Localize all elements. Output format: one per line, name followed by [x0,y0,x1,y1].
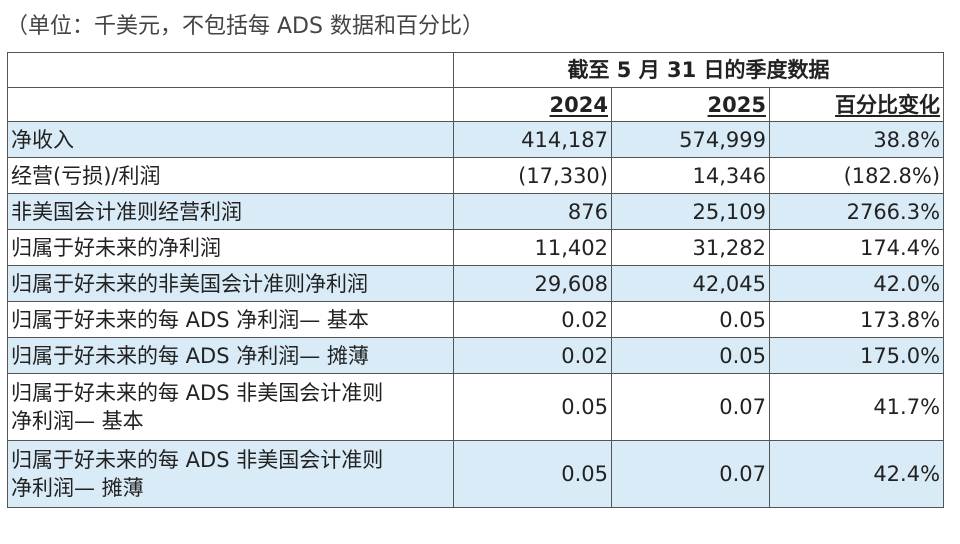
value-2024: 29,608 [453,265,612,302]
header-empty-cell [7,52,454,88]
header-row-years: 2024 2025 百分比变化 [7,87,945,122]
value-change: 41.7% [768,373,945,441]
financial-table: 截至 5 月 31 日的季度数据 2024 2025 百分比变化 净收入 414… [7,52,945,508]
value-change: 174.4% [768,229,945,266]
value-change: (182.8%) [768,157,945,194]
value-2025: 574,999 [611,121,770,158]
value-2024: 11,402 [453,229,612,266]
row-label-line2: 净利润— 摊薄 [11,476,144,500]
period-header: 截至 5 月 31 日的季度数据 [452,52,945,88]
table-row: 归属于好未来的净利润 11,402 31,282 174.4% [7,229,945,266]
value-2025: 0.07 [611,440,770,508]
row-label: 归属于好未来的非美国会计准则净利润 [7,265,454,302]
row-label: 归属于好未来的每 ADS 净利润— 基本 [7,301,454,338]
table-row: 归属于好未来的非美国会计准则净利润 29,608 42,045 42.0% [7,265,945,302]
row-label: 归属于好未来的每 ADS 非美国会计准则 净利润— 基本 [7,373,454,441]
header-row-period: 截至 5 月 31 日的季度数据 [7,52,945,88]
value-2025: 0.05 [611,337,770,374]
row-label: 净收入 [7,121,454,158]
value-change: 173.8% [768,301,945,338]
value-change: 175.0% [768,337,945,374]
value-2024: (17,330) [453,157,612,194]
value-2024: 0.02 [453,337,612,374]
year-2024-header: 2024 [453,87,612,122]
value-change: 38.8% [768,121,945,158]
change-header: 百分比变化 [768,87,945,122]
value-2024: 414,187 [453,121,612,158]
row-label-line1: 归属于好未来的每 ADS 非美国会计准则 [11,381,384,405]
year-2025-header: 2025 [611,87,770,122]
table-row: 净收入 414,187 574,999 38.8% [7,121,945,158]
unit-note: （单位：千美元，不包括每 ADS 数据和百分比） [6,14,484,39]
header-empty-cell [7,87,454,122]
row-label: 归属于好未来的每 ADS 净利润— 摊薄 [7,337,454,374]
value-2025: 25,109 [611,193,770,230]
value-2025: 0.07 [611,373,770,441]
row-label-line1: 归属于好未来的每 ADS 非美国会计准则 [11,448,384,472]
value-2025: 14,346 [611,157,770,194]
row-label: 非美国会计准则经营利润 [7,193,454,230]
table-row: 经营(亏损)/利润 (17,330) 14,346 (182.8%) [7,157,945,194]
value-change: 42.4% [768,440,945,508]
row-label-line2: 净利润— 基本 [11,409,144,433]
table-row: 归属于好未来的每 ADS 净利润— 基本 0.02 0.05 173.8% [7,301,945,338]
value-2025: 31,282 [611,229,770,266]
row-label: 归属于好未来的每 ADS 非美国会计准则 净利润— 摊薄 [7,440,454,508]
value-2024: 0.05 [453,373,612,441]
table-row: 归属于好未来的每 ADS 净利润— 摊薄 0.02 0.05 175.0% [7,337,945,374]
value-2024: 0.05 [453,440,612,508]
table-row: 归属于好未来的每 ADS 非美国会计准则 净利润— 基本 0.05 0.07 41… [7,373,945,441]
value-2024: 0.02 [453,301,612,338]
value-2025: 0.05 [611,301,770,338]
table-row: 归属于好未来的每 ADS 非美国会计准则 净利润— 摊薄 0.05 0.07 42… [7,440,945,508]
row-label: 归属于好未来的净利润 [7,229,454,266]
value-change: 2766.3% [768,193,945,230]
value-2025: 42,045 [611,265,770,302]
value-2024: 876 [453,193,612,230]
table-row: 非美国会计准则经营利润 876 25,109 2766.3% [7,193,945,230]
value-change: 42.0% [768,265,945,302]
row-label: 经营(亏损)/利润 [7,157,454,194]
